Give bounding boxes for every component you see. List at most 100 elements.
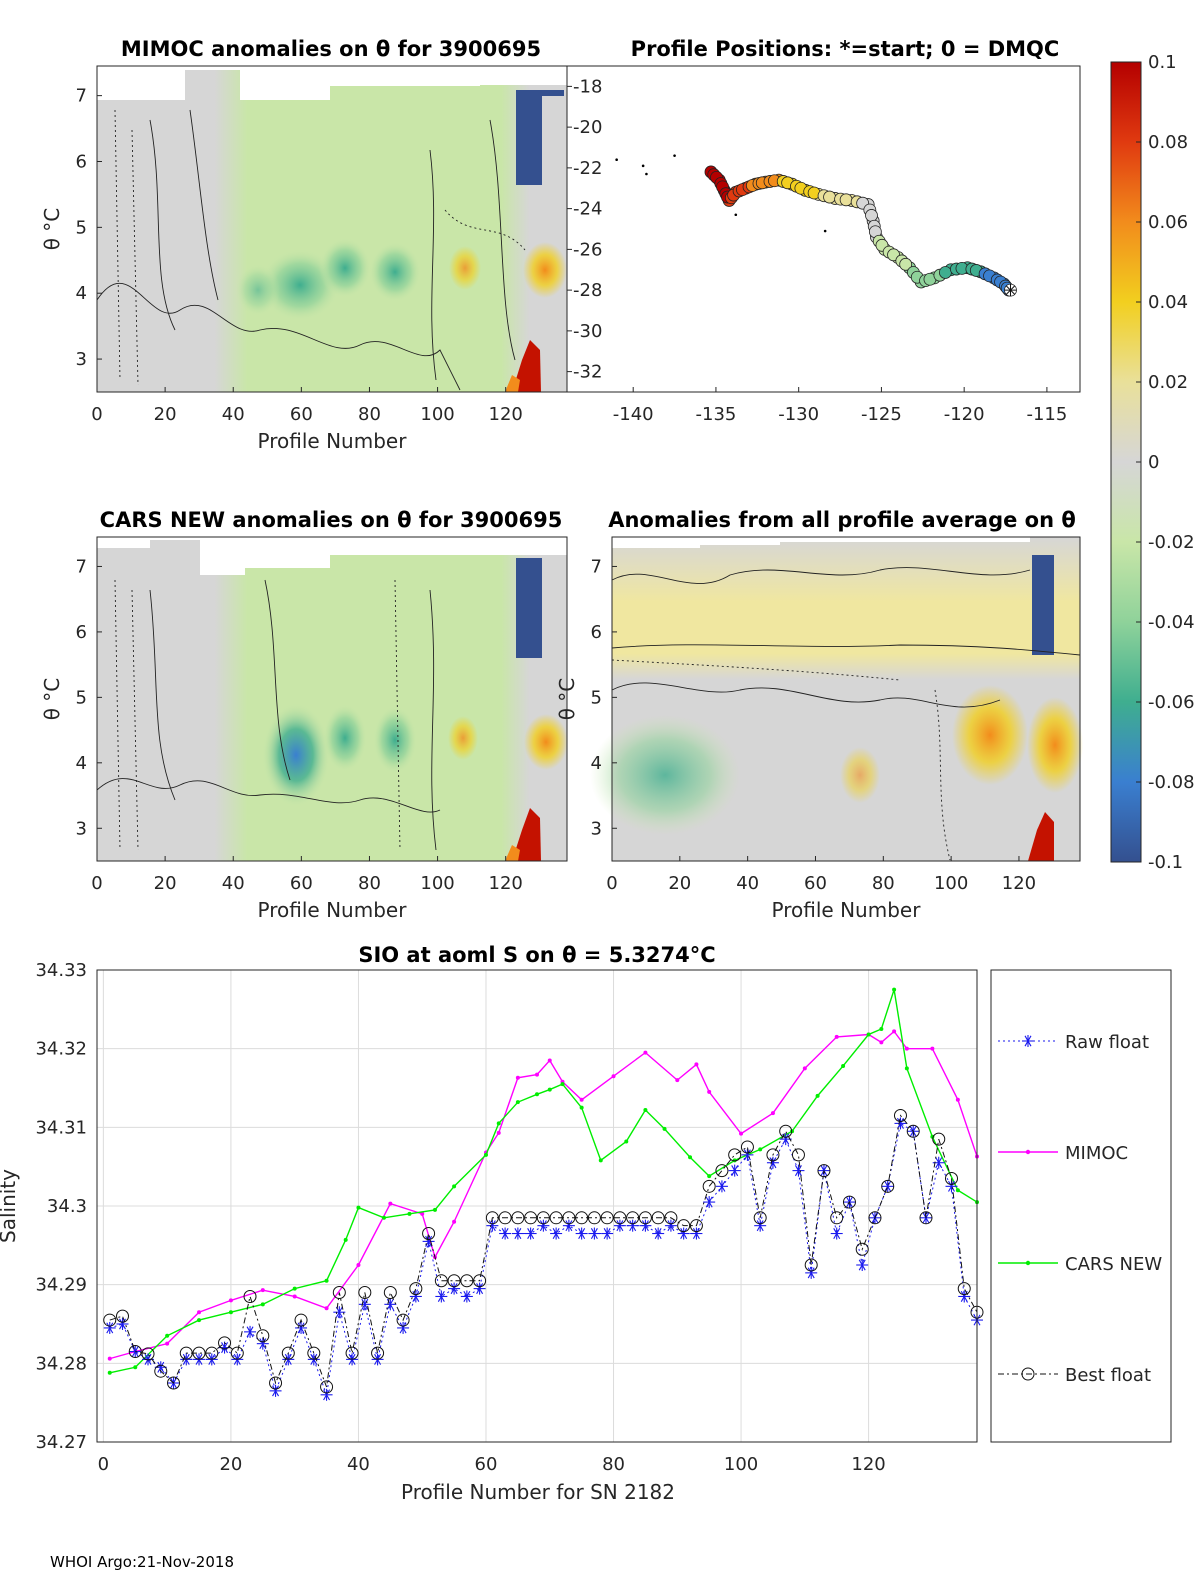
y-tick-label: -18	[573, 76, 602, 97]
point-best-float	[218, 1336, 232, 1350]
point-best-float	[294, 1313, 308, 1327]
point-best-float	[447, 1274, 461, 1288]
point-best-float	[511, 1211, 525, 1225]
point-mimoc	[834, 1034, 839, 1039]
point-cars-new	[343, 1237, 348, 1242]
x-tick-label: 80	[358, 404, 381, 425]
point-best-float	[269, 1376, 283, 1390]
point-mimoc	[879, 1040, 884, 1045]
point-best-float	[230, 1346, 244, 1360]
colorbar-tick-label: -0.08	[1148, 772, 1195, 793]
point-cars-new	[133, 1365, 138, 1370]
salinity-grid	[97, 969, 977, 1443]
x-tick-label: 80	[872, 873, 895, 894]
profile-position	[939, 266, 952, 279]
x-tick-label: 20	[668, 873, 691, 894]
salinity-xlabel: Profile Number for SN 2182	[401, 1480, 675, 1504]
point-cars-new	[624, 1139, 629, 1144]
point-cars-new	[892, 987, 897, 992]
x-tick-label: 120	[489, 404, 523, 425]
point-mimoc	[452, 1219, 457, 1224]
salinity-panel: SIO at aoml S on θ = 5.3274°C Profile Nu…	[0, 943, 1172, 1504]
allavg-panel: Anomalies from all profile average on θ	[590, 508, 1083, 862]
point-best-float	[728, 1148, 742, 1162]
point-mimoc	[611, 1074, 616, 1079]
point-best-float	[638, 1211, 652, 1225]
y-tick-label: 34.28	[35, 1353, 87, 1374]
point-mimoc	[165, 1341, 170, 1346]
y-tick-label: 3	[76, 818, 87, 839]
point-best-float	[600, 1211, 614, 1225]
point-cars-new	[483, 1152, 488, 1157]
salinity-title: SIO at aoml S on θ = 5.3274°C	[358, 943, 715, 967]
point-best-float	[167, 1376, 181, 1390]
point-mimoc	[643, 1050, 648, 1055]
y-tick-label: -22	[573, 158, 602, 179]
point-best-float	[141, 1347, 155, 1361]
x-tick-label: 100	[420, 404, 454, 425]
series-line-raw-float	[109, 1122, 978, 1395]
stray-point	[734, 213, 738, 217]
point-cars-new	[165, 1333, 170, 1338]
x-tick-label: -115	[1026, 404, 1067, 425]
point-mimoc	[260, 1288, 265, 1293]
cars-panel: CARS NEW anomalies on θ for 3900695	[96, 508, 568, 862]
point-best-float	[562, 1211, 576, 1225]
point-best-float	[868, 1211, 882, 1225]
x-tick-label: 60	[290, 404, 313, 425]
x-tick-label: 80	[602, 1454, 625, 1475]
point-cars-new	[496, 1121, 501, 1126]
x-tick-label: 60	[804, 873, 827, 894]
point-cars-new	[407, 1211, 412, 1216]
stray-point	[645, 172, 648, 176]
y-tick-label: 34.33	[35, 960, 87, 981]
x-tick-label: 120	[1002, 873, 1036, 894]
point-best-float	[320, 1380, 334, 1394]
colorbar-tick-label: 0.1	[1148, 52, 1177, 73]
point-cars-new	[228, 1310, 233, 1315]
start-marker-star	[1005, 285, 1016, 295]
salinity-marks	[103, 987, 984, 1401]
point-cars-new	[356, 1205, 361, 1210]
x-tick-label: 0	[91, 873, 102, 894]
y-axis-label: θ °C	[555, 678, 579, 721]
x-axis-label: Profile Number	[258, 898, 408, 922]
point-best-float	[855, 1242, 869, 1256]
point-mimoc	[707, 1089, 712, 1094]
point-best-float	[715, 1164, 729, 1178]
y-tick-label: 3	[591, 818, 602, 839]
x-axis-label: Profile Number	[772, 898, 922, 922]
point-cars-new	[841, 1063, 846, 1068]
point-cars-new	[904, 1066, 909, 1071]
point-cars-new	[547, 1087, 552, 1092]
x-tick-label: 60	[290, 873, 313, 894]
point-best-float	[817, 1164, 831, 1178]
y-tick-label: 7	[591, 556, 602, 577]
point-best-float	[498, 1211, 512, 1225]
point-best-float	[677, 1219, 691, 1233]
x-tick-label: 40	[347, 1454, 370, 1475]
point-best-float	[243, 1289, 257, 1303]
x-tick-label: 0	[98, 1454, 109, 1475]
legend-marker	[1021, 1367, 1035, 1381]
y-tick-label: 7	[76, 556, 87, 577]
y-tick-label: 6	[76, 151, 87, 172]
stray-point	[823, 229, 827, 233]
colorbar-tick-label: -0.04	[1148, 612, 1195, 633]
point-best-float	[345, 1346, 359, 1360]
x-axis-label: Profile Number	[258, 429, 408, 453]
point-mimoc	[675, 1078, 680, 1083]
colorbar-tick-label: 0.02	[1148, 372, 1188, 393]
y-tick-label: 5	[591, 687, 602, 708]
point-mimoc	[694, 1062, 699, 1067]
legend-label: CARS NEW	[1065, 1254, 1162, 1275]
colorbar-tick-label: -0.06	[1148, 692, 1195, 713]
mimoc-title: MIMOC anomalies on θ for 3900695	[121, 37, 541, 61]
point-cars-new	[452, 1184, 457, 1189]
point-mimoc	[388, 1201, 393, 1206]
point-best-float	[371, 1346, 385, 1360]
point-best-float	[422, 1227, 436, 1241]
point-best-float	[383, 1286, 397, 1300]
point-best-float	[740, 1140, 754, 1154]
point-cars-new	[324, 1278, 329, 1283]
